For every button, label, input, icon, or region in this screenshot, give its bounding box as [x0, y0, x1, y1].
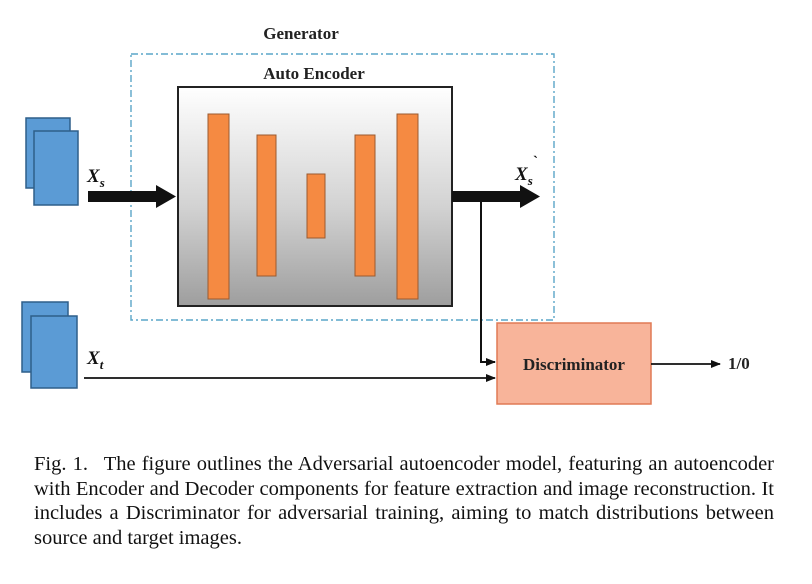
source-image-front — [33, 130, 79, 206]
figure-caption: Fig. 1. The figure outlines the Adversar… — [34, 452, 774, 550]
reconstruction-to-discriminator-arrow — [480, 196, 496, 366]
source-symbol: X — [86, 166, 101, 187]
decoder-layer-1 — [354, 134, 376, 277]
target-symbol: X — [86, 348, 101, 369]
latent-layer — [306, 173, 326, 239]
reconstruction-arrow-head — [520, 185, 540, 208]
source-subscript: s — [99, 175, 105, 190]
discriminator-box — [496, 322, 652, 405]
generator-label: Generator — [263, 24, 339, 43]
generator-boundary — [130, 53, 555, 321]
decoder-layer-2 — [396, 113, 419, 300]
source-input-label: Xs — [86, 166, 105, 190]
source-input-arrow-head — [156, 185, 176, 208]
reconstruction-label: Xs — [514, 164, 533, 188]
source-input-arrow-shaft — [88, 191, 158, 202]
autoencoder-label: Auto Encoder — [263, 64, 365, 83]
adversarial-autoencoder-diagram: Generator Auto Encoder Xs Xs ` Xt Discri… — [21, 24, 750, 405]
target-input-label: Xt — [86, 348, 104, 372]
discriminator-label: Discriminator — [523, 355, 625, 374]
target-subscript: t — [100, 357, 104, 372]
encoder-layer-1 — [207, 113, 230, 300]
encoder-layer-2 — [256, 134, 277, 277]
reconstruction-prime: ` — [533, 154, 538, 170]
reconstruction-subscript: s — [527, 173, 533, 188]
reconstruction-arrow-shaft — [452, 191, 522, 202]
target-image-front — [30, 315, 78, 389]
reconstruction-symbol: X — [514, 164, 529, 185]
caption-text: The figure outlines the Adversarial auto… — [34, 453, 775, 549]
figure-label: Fig. 1. — [34, 453, 88, 475]
discriminator-output-label: 1/0 — [728, 354, 750, 373]
